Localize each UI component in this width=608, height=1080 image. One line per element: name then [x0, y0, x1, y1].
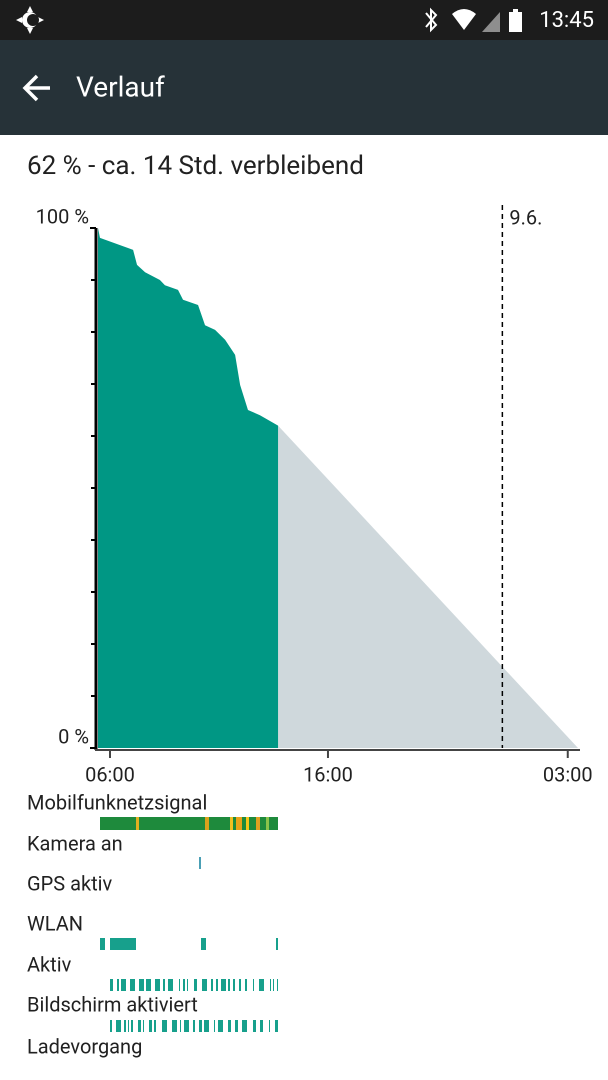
active-event: [110, 979, 113, 991]
signal-segment: [205, 817, 209, 830]
status-time: 13:45: [539, 8, 594, 33]
status-bar: [0, 0, 608, 40]
screen-event: [204, 1020, 209, 1032]
signal-bar: [100, 817, 278, 830]
active-event: [187, 979, 188, 991]
screen-event: [128, 1020, 129, 1032]
screen-event: [143, 1020, 144, 1032]
screen-event: [172, 1020, 177, 1032]
active-event: [233, 979, 235, 991]
y-tick-label: 100 %: [36, 204, 89, 228]
x-tick-label: 16:00: [303, 762, 353, 786]
screen-event: [131, 1020, 133, 1032]
screen-event: [154, 1020, 156, 1032]
active-event: [117, 979, 119, 991]
status-icons: [425, 7, 522, 33]
signal-segment: [266, 817, 269, 830]
toolbar: [0, 40, 608, 135]
signal-segment: [256, 817, 260, 830]
active-event: [194, 979, 197, 991]
wlan-event: [276, 938, 278, 950]
screen-event: [269, 1020, 270, 1032]
row-label: GPS aktiv: [27, 871, 112, 895]
screen-event: [260, 1020, 263, 1032]
active-event: [245, 979, 247, 991]
screen-event: [184, 1020, 189, 1032]
screen-event: [228, 1020, 231, 1032]
x-tick-label: 03:00: [543, 762, 593, 786]
signal-segment: [236, 817, 242, 830]
row-label: Mobilfunknetzsignal: [27, 790, 207, 814]
brightness-icon: [16, 6, 44, 34]
active-event: [130, 979, 135, 991]
wlan-event: [100, 938, 105, 950]
row-label: WLAN: [27, 911, 83, 935]
screen-event: [275, 1020, 278, 1032]
active-event: [146, 979, 151, 991]
active-event: [168, 979, 173, 991]
x-tick-label: 06:00: [85, 762, 135, 786]
screen-event: [242, 1020, 247, 1032]
row-label: Kamera an: [27, 831, 123, 855]
row-label: Bildschirm aktiviert: [27, 992, 198, 1016]
back-button[interactable]: [22, 74, 50, 102]
wlan-event: [110, 938, 134, 950]
wlan-event: [201, 938, 206, 950]
screen-event: [235, 1020, 238, 1032]
active-event: [155, 979, 160, 991]
screen-event: [116, 1020, 121, 1032]
active-event: [239, 979, 241, 991]
active-event: [273, 979, 274, 991]
screen-event: [253, 1020, 256, 1032]
screen-event: [110, 1020, 112, 1032]
screen-event: [149, 1020, 152, 1032]
row-label: Aktiv: [27, 952, 72, 976]
event-rows: Mobilfunknetzsignal Kamera an GPS aktiv WLA…: [27, 790, 278, 1058]
screen-event: [199, 1020, 202, 1032]
screen-event: [180, 1020, 181, 1032]
row-label: Ladevorgang: [27, 1034, 142, 1058]
active-event: [179, 979, 180, 991]
active-event: [277, 979, 278, 991]
active-event: [228, 979, 230, 991]
active-event: [183, 979, 185, 991]
camera-event: [199, 857, 201, 869]
active-event: [270, 979, 271, 991]
active-event: [216, 979, 218, 991]
screen-event: [214, 1020, 215, 1032]
active-event: [221, 979, 226, 991]
signal-segment: [136, 817, 139, 830]
wlan-event: [134, 938, 136, 950]
y-tick-label: 0 %: [58, 724, 89, 748]
screen-event: [124, 1020, 126, 1032]
toolbar-title: Verlauf: [76, 70, 165, 103]
active-event: [253, 979, 254, 991]
signal-segment: [230, 817, 233, 830]
battery-area: [98, 228, 279, 748]
screen-event: [162, 1020, 167, 1032]
summary: 62 % - ca. 14 Std. verbleibend: [27, 151, 364, 181]
screen-event: [138, 1020, 141, 1032]
active-event: [121, 979, 126, 991]
active-event: [163, 979, 165, 991]
signal-segment: [246, 817, 249, 830]
screen-event: [218, 1020, 223, 1032]
active-event: [259, 979, 264, 991]
screen-event: [193, 1020, 195, 1032]
active-event: [211, 979, 213, 991]
projection-area: [278, 425, 578, 748]
day-marker-label: 9.6.: [509, 205, 542, 229]
active-event: [139, 979, 144, 991]
active-event: [202, 979, 207, 991]
